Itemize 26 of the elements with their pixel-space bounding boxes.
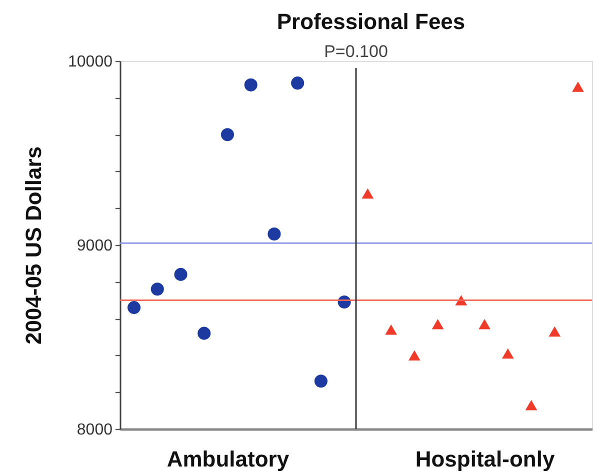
point bbox=[478, 318, 490, 330]
point bbox=[244, 78, 258, 92]
point bbox=[198, 326, 211, 340]
point bbox=[432, 318, 444, 330]
point bbox=[548, 326, 561, 337]
point bbox=[525, 400, 538, 410]
point bbox=[174, 268, 188, 281]
chart-title: Professional Fees bbox=[276, 9, 466, 34]
y-axis-title: 2004-05 US Dollars bbox=[21, 146, 46, 345]
y-tick-label: 10000 bbox=[68, 54, 113, 70]
point bbox=[291, 76, 304, 90]
point bbox=[150, 282, 164, 296]
y-tick-label: 8000 bbox=[76, 422, 113, 438]
point bbox=[572, 82, 584, 92]
y-tick-label: 9000 bbox=[76, 238, 113, 254]
x-tick-label: Hospital-only bbox=[415, 446, 556, 472]
text: P=0.100 bbox=[324, 42, 388, 61]
point bbox=[220, 128, 234, 142]
point bbox=[385, 324, 397, 335]
point bbox=[128, 301, 141, 314]
point bbox=[502, 348, 514, 359]
point bbox=[268, 227, 281, 240]
x-tick-label: Ambulatory bbox=[166, 446, 290, 472]
point bbox=[362, 188, 374, 199]
point bbox=[408, 350, 420, 361]
point bbox=[314, 374, 328, 388]
